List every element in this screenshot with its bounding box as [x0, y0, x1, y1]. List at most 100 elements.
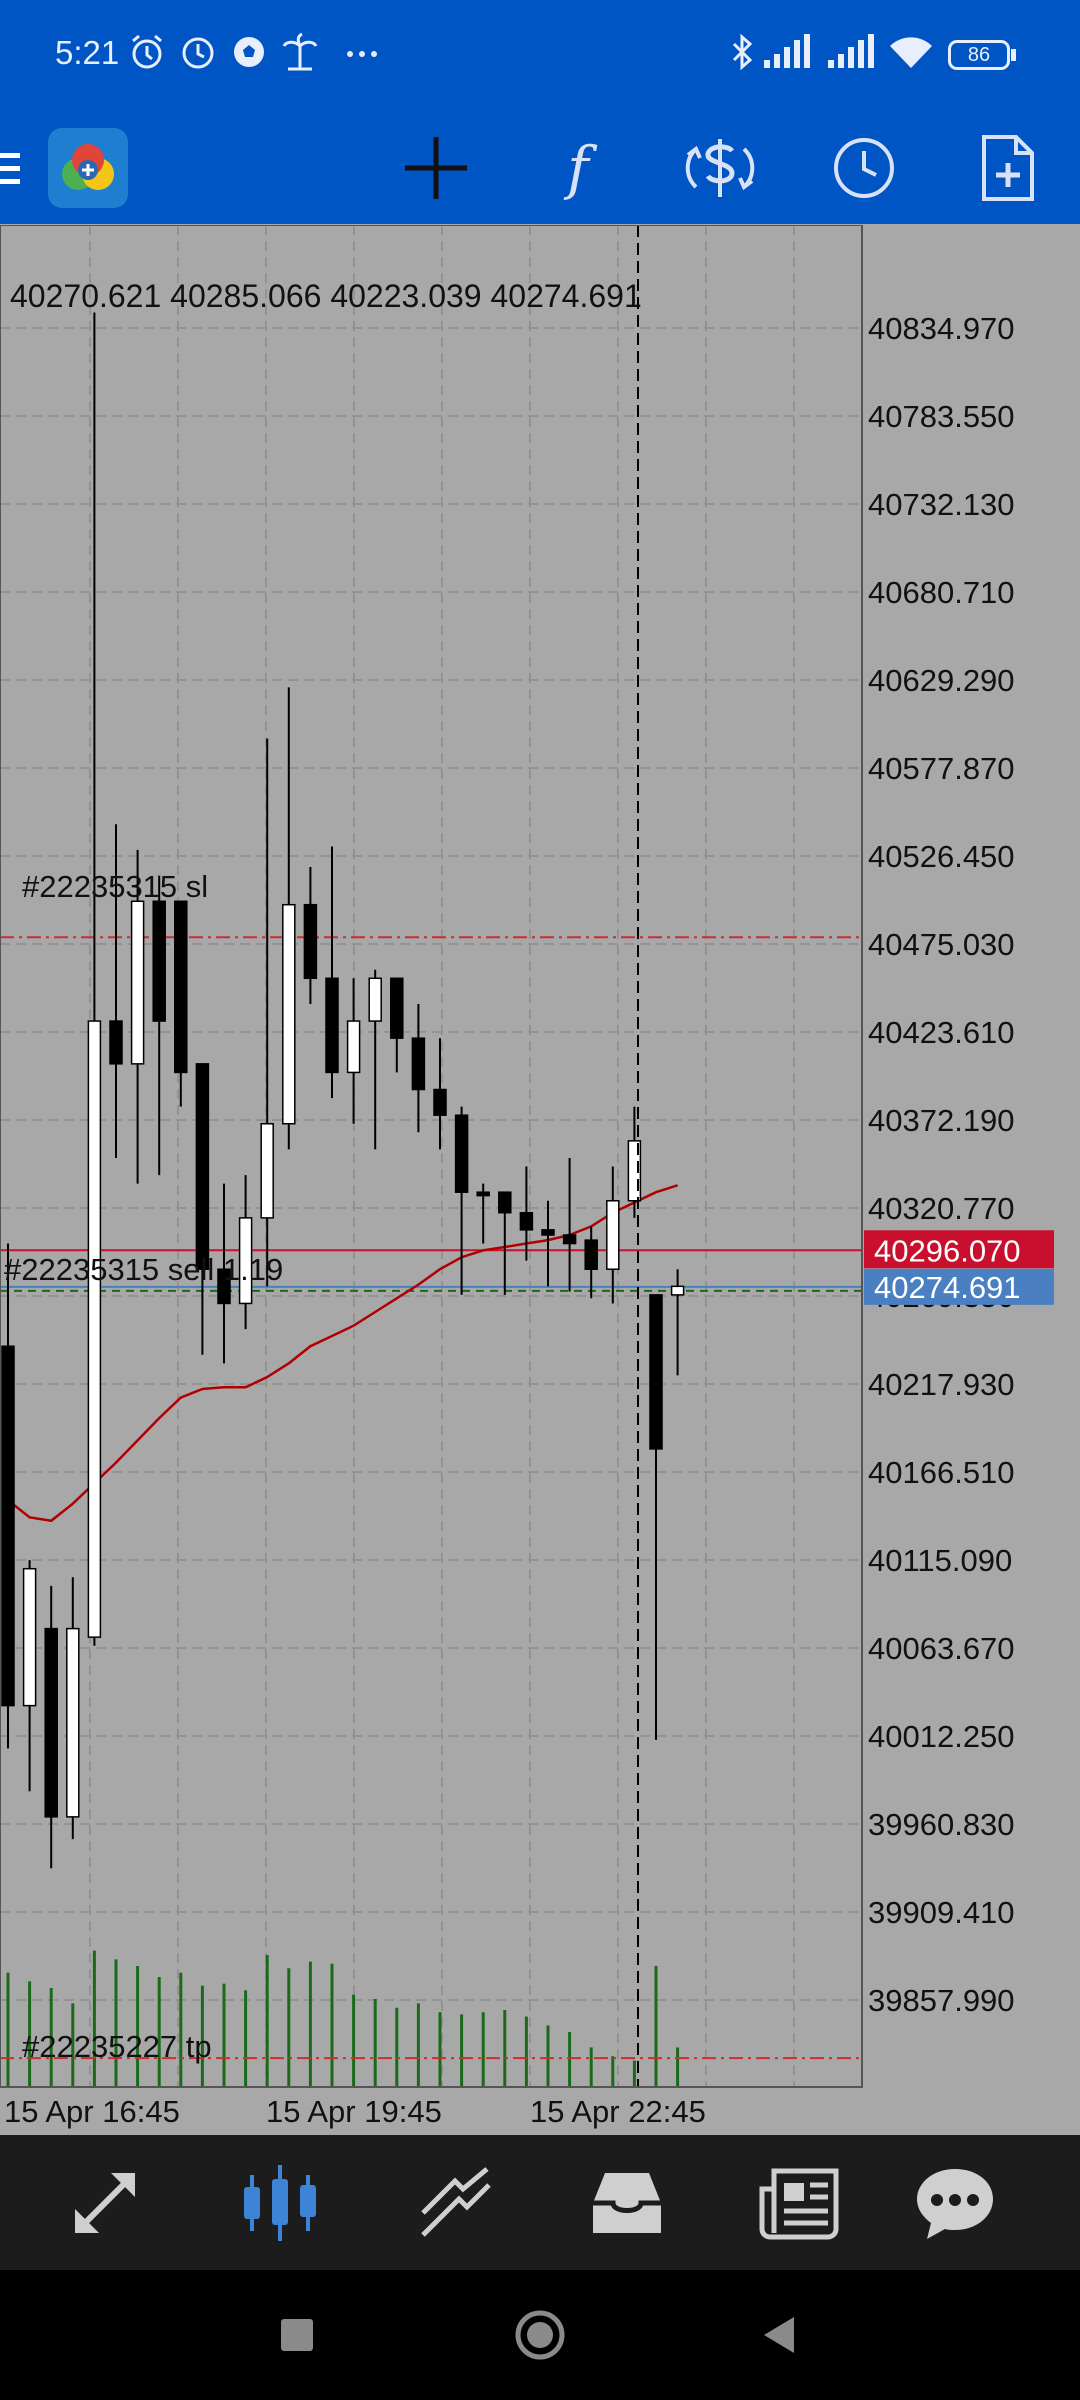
- price-axis: 40834.970 40783.550 40732.130 40680.710 4062…: [868, 311, 1015, 2018]
- system-nav-bar: [0, 2270, 1080, 2400]
- tab-quotes[interactable]: [30, 2135, 180, 2270]
- bear-candle-body: [433, 1088, 447, 1116]
- candle: [584, 1226, 598, 1299]
- new-order-icon: [982, 135, 1034, 201]
- menu-button[interactable]: [0, 112, 40, 224]
- bull-candle-body: [130, 900, 145, 1065]
- home-icon: [515, 2310, 565, 2360]
- more-dots-icon: [347, 51, 377, 57]
- candle: [303, 867, 318, 1004]
- bull-candle-body: [260, 1122, 274, 1219]
- recents-button[interactable]: [237, 2270, 357, 2400]
- bear-candle-body: [109, 1020, 123, 1065]
- price-axis-label: 40012.250: [868, 1719, 1015, 1754]
- app-toolbar: f: [0, 112, 1080, 224]
- volume-bars: [6, 1950, 680, 2087]
- price-axis-label: 39960.830: [868, 1807, 1015, 1842]
- candle: [411, 1003, 426, 1133]
- bear-candle-body: [217, 1268, 231, 1305]
- tab-messages[interactable]: [880, 2135, 1030, 2270]
- bull-candle-body: [22, 1567, 37, 1707]
- candle: [87, 312, 102, 1646]
- bear-candle-body: [195, 1063, 210, 1270]
- sl-order-label: #22235315 sl: [22, 869, 208, 904]
- indicators-button[interactable]: f: [522, 112, 634, 224]
- candle: [238, 1175, 253, 1330]
- price-axis-label: 40372.190: [868, 1103, 1015, 1138]
- moving-average-line: [7, 1184, 678, 1523]
- bull-candle-body: [66, 1627, 80, 1818]
- tab-trade[interactable]: [380, 2135, 530, 2270]
- new-order-button[interactable]: [952, 112, 1064, 224]
- recents-icon: [281, 2319, 313, 2351]
- price-axis-label: 40834.970: [868, 311, 1015, 346]
- candle: [433, 1038, 447, 1150]
- symbol-change-icon: [685, 139, 755, 197]
- time-axis-label: 15 Apr 19:45: [266, 2094, 442, 2129]
- candle: [368, 969, 382, 1150]
- bear-candle-body: [44, 1627, 58, 1818]
- plot-frame: [0, 224, 863, 2088]
- symbol-change-button[interactable]: [664, 112, 776, 224]
- tab-history[interactable]: [552, 2135, 702, 2270]
- bear-candle-body: [476, 1191, 490, 1197]
- candle: [260, 738, 274, 1287]
- moving-average: [7, 1184, 678, 1523]
- home-button[interactable]: [480, 2270, 600, 2400]
- price-axis-label: 40680.710: [868, 575, 1015, 610]
- app-logo-button[interactable]: [43, 112, 133, 224]
- status-bar: 5:21 86: [0, 0, 1080, 112]
- back-button[interactable]: [720, 2270, 840, 2400]
- candle: [130, 849, 145, 1184]
- bull-candle-body: [282, 903, 296, 1125]
- candle: [670, 1269, 685, 1376]
- bear-candle-body: [174, 900, 188, 1074]
- bear-candle-body: [411, 1037, 426, 1091]
- back-icon: [764, 2317, 794, 2353]
- news-icon: [759, 2168, 839, 2239]
- price-axis-label: 40320.770: [868, 1191, 1015, 1226]
- price-axis-label: 40423.610: [868, 1015, 1015, 1050]
- bear-candle-body: [303, 903, 318, 980]
- crosshair-button[interactable]: [380, 112, 492, 224]
- bear-candle-body: [498, 1191, 512, 1214]
- price-axis-label: 40577.870: [868, 751, 1015, 786]
- palm-tree-icon: [282, 32, 318, 71]
- trade-icon: [421, 2166, 491, 2237]
- battery-icon: 86: [948, 40, 1010, 70]
- wifi-icon: [890, 37, 932, 68]
- price-axis-label: 39909.410: [868, 1895, 1015, 1930]
- candle: [649, 1294, 663, 1740]
- ohlc-readout: 40270.621 40285.066 40223.039 40274.691: [10, 278, 642, 314]
- bear-candle-body: [519, 1211, 534, 1231]
- candles-icon: [244, 2164, 316, 2241]
- time-axis-label: 15 Apr 16:45: [4, 2094, 180, 2129]
- tab-chart[interactable]: [205, 2135, 355, 2270]
- candle: [606, 1166, 620, 1304]
- bid-price-tag: [864, 1268, 1054, 1305]
- candle: [217, 1183, 231, 1364]
- price-axis-label: 40783.550: [868, 399, 1015, 434]
- candle: [152, 875, 166, 1176]
- menu-icon: [0, 153, 20, 184]
- bear-candle-body: [541, 1229, 555, 1236]
- timeframe-button[interactable]: [808, 112, 920, 224]
- bear-candle-body: [584, 1239, 598, 1270]
- tp-order-label: #22235227 tp: [22, 2029, 212, 2064]
- bull-candle-body: [238, 1217, 253, 1305]
- candle: [282, 687, 296, 1150]
- bid-price-text: 40274.691: [874, 1270, 1021, 1305]
- candle: [454, 1106, 469, 1295]
- chart-area[interactable]: 40834.970 40783.550 40732.130 40680.710 4062…: [0, 224, 1080, 2135]
- price-chart[interactable]: 40834.970 40783.550 40732.130 40680.710 4062…: [0, 224, 1080, 2135]
- candle: [22, 1560, 37, 1792]
- ask-price-tag: [864, 1230, 1054, 1269]
- candle: [541, 1200, 555, 1287]
- ask-price-text: 40296.070: [874, 1233, 1021, 1268]
- bull-candle-body: [346, 1020, 361, 1074]
- tab-news[interactable]: [725, 2135, 875, 2270]
- candle: [195, 1063, 210, 1355]
- bear-candle-body: [649, 1294, 663, 1450]
- football-icon: [234, 37, 264, 67]
